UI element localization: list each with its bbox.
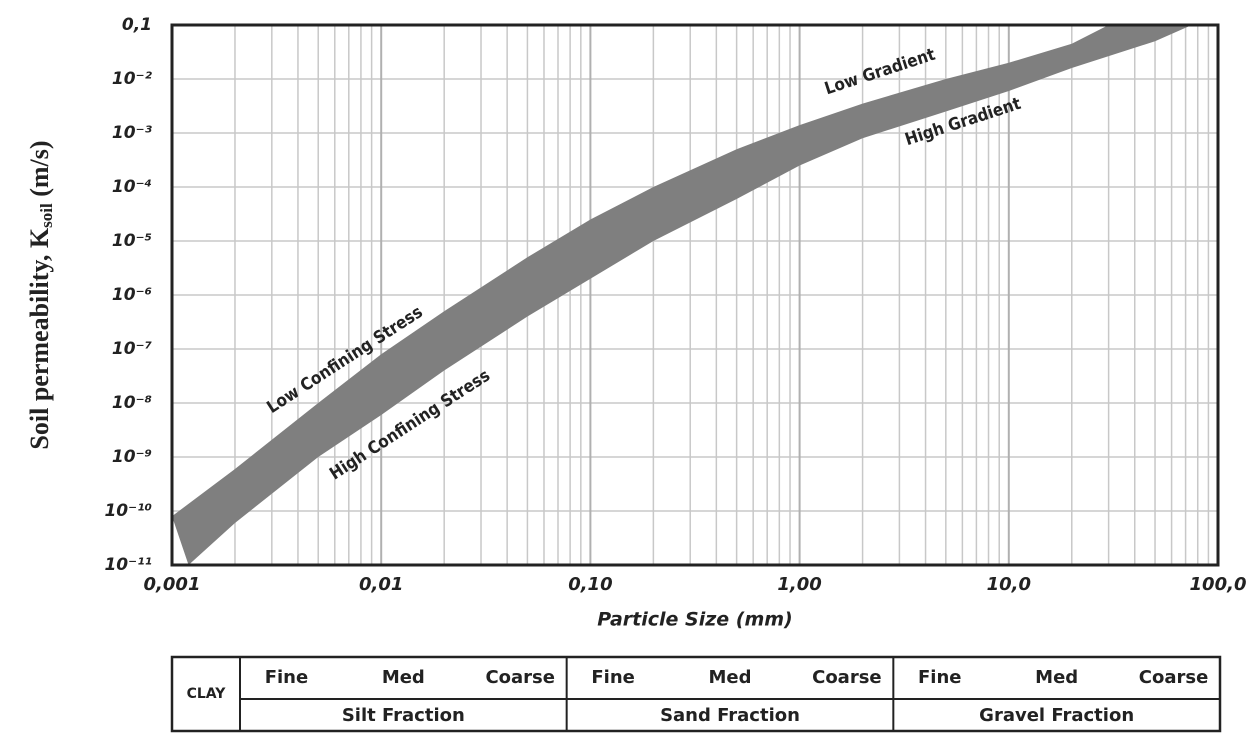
- y-tick-label: 10⁻³: [112, 123, 153, 143]
- table-cell: Fine: [918, 667, 962, 688]
- table-cell: Coarse: [1139, 667, 1209, 688]
- x-tick-label: 0,001: [144, 574, 201, 595]
- table-cell: Coarse: [812, 667, 882, 688]
- table-cell: Med: [708, 667, 751, 688]
- y-tick-label: 10⁻²: [112, 69, 153, 89]
- x-tick-label: 100,0: [1190, 574, 1247, 595]
- table-cell: Med: [382, 667, 425, 688]
- table-cell: Gravel Fraction: [979, 705, 1134, 726]
- table-cell: Silt Fraction: [342, 705, 465, 726]
- y-tick-label: 10⁻⁵: [112, 231, 152, 251]
- table-cell: Fine: [265, 667, 309, 688]
- y-axis-label: Soil permeability, Ksoil (m/s): [25, 140, 56, 449]
- y-tick-label: 10⁻⁶: [112, 285, 152, 305]
- table-cell: Sand Fraction: [660, 705, 800, 726]
- table-cell: Coarse: [485, 667, 555, 688]
- table-cell: CLAY: [187, 686, 227, 702]
- x-tick-label: 10,0: [987, 574, 1031, 595]
- x-tick-label: 0,10: [568, 574, 612, 595]
- x-tick-label: 1,00: [777, 574, 821, 595]
- y-tick-label: 10⁻⁷: [112, 339, 153, 359]
- table-cell: Med: [1035, 667, 1078, 688]
- y-tick-label: 10⁻¹¹: [104, 555, 152, 575]
- plot-frame: [170, 23, 1220, 567]
- y-tick-label: 10⁻⁹: [112, 447, 152, 467]
- y-tick-label: 10⁻⁴: [112, 177, 152, 197]
- table-frame: [170, 655, 1222, 733]
- x-axis-label: Particle Size (mm): [597, 609, 793, 631]
- x-tick-label: 0,01: [359, 574, 403, 595]
- table-cell: Fine: [591, 667, 635, 688]
- y-tick-label: 10⁻¹⁰: [104, 501, 152, 521]
- y-tick-label: 10⁻⁸: [112, 393, 152, 413]
- y-tick-label: 0,1: [122, 15, 152, 35]
